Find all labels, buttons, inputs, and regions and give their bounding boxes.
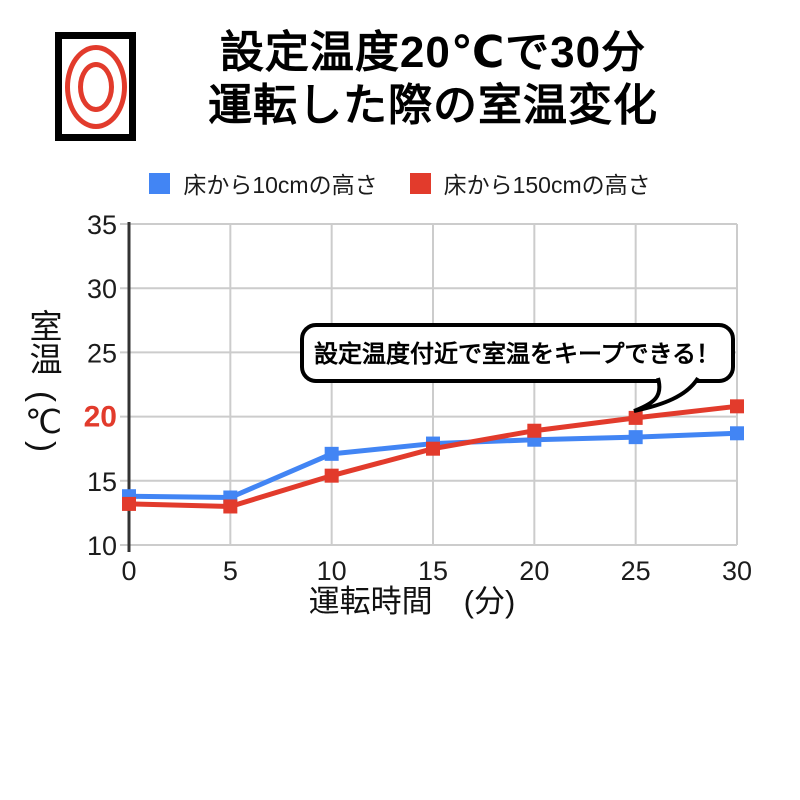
data-point-marker-1-0 (122, 496, 136, 511)
data-point-marker-1-5 (223, 499, 238, 514)
y-axis-title: 室温 (℃) (25, 309, 62, 452)
x-tick-label-5: 5 (223, 556, 238, 586)
logo-inner-ring (77, 61, 114, 112)
title-line-2: 運転した際の室温変化 (208, 81, 658, 130)
y-tick-label-30: 30 (87, 274, 117, 304)
data-point-marker-1-25 (628, 410, 643, 425)
y-tick-label-10: 10 (87, 531, 117, 561)
x-tick-label-10: 10 (317, 556, 347, 586)
x-tick-label-20: 20 (519, 556, 549, 586)
annotation-bubble-tail (633, 376, 700, 413)
data-point-marker-0-25 (628, 430, 643, 445)
y-tick-label-25: 25 (87, 338, 117, 368)
legend-label-150cm: 床から150cmの高さ (443, 172, 651, 198)
legend-swatch-0 (149, 172, 171, 194)
y-tick-label-20-highlight: 20 (84, 401, 117, 434)
logo-outer-ring (64, 44, 127, 129)
data-point-marker-1-20 (527, 423, 542, 438)
data-point-marker-0-30 (730, 426, 744, 441)
x-axis-title: 運転時間 (分) (309, 584, 516, 619)
data-point-marker-1-30 (730, 399, 744, 414)
chart-legend: 床から10cmの高さ 床から150cmの高さ (0, 166, 800, 200)
x-tick-label-30: 30 (722, 556, 752, 586)
legend-item-10cm: 床から10cmの高さ (149, 166, 378, 200)
annotation-bubble (300, 323, 735, 383)
x-tick-label-0: 0 (121, 556, 136, 586)
page-title: 設定温度20℃で30分 運転した際の室温変化 (168, 26, 698, 132)
x-tick-label-15: 15 (418, 556, 448, 586)
y-axis-unit: (℃) (25, 391, 62, 452)
data-point-marker-0-10 (324, 446, 339, 461)
data-point-marker-1-15 (426, 441, 440, 456)
y-tick-label-15: 15 (87, 467, 117, 497)
y-tick-label-35: 35 (87, 210, 117, 240)
legend-swatch-1 (409, 172, 431, 194)
x-tick-label-25: 25 (621, 556, 651, 586)
legend-label-10cm: 床から10cmの高さ (183, 172, 378, 198)
legend-item-150cm: 床から150cmの高さ (409, 166, 651, 200)
y-axis-title-text: 室温 (25, 309, 62, 375)
data-point-marker-1-10 (324, 468, 339, 483)
annotation-text: 設定温度付近で室温をキープできる！ (314, 340, 720, 368)
title-line-1: 設定温度20℃で30分 (219, 28, 647, 77)
double-circle-logo-icon (55, 32, 136, 141)
